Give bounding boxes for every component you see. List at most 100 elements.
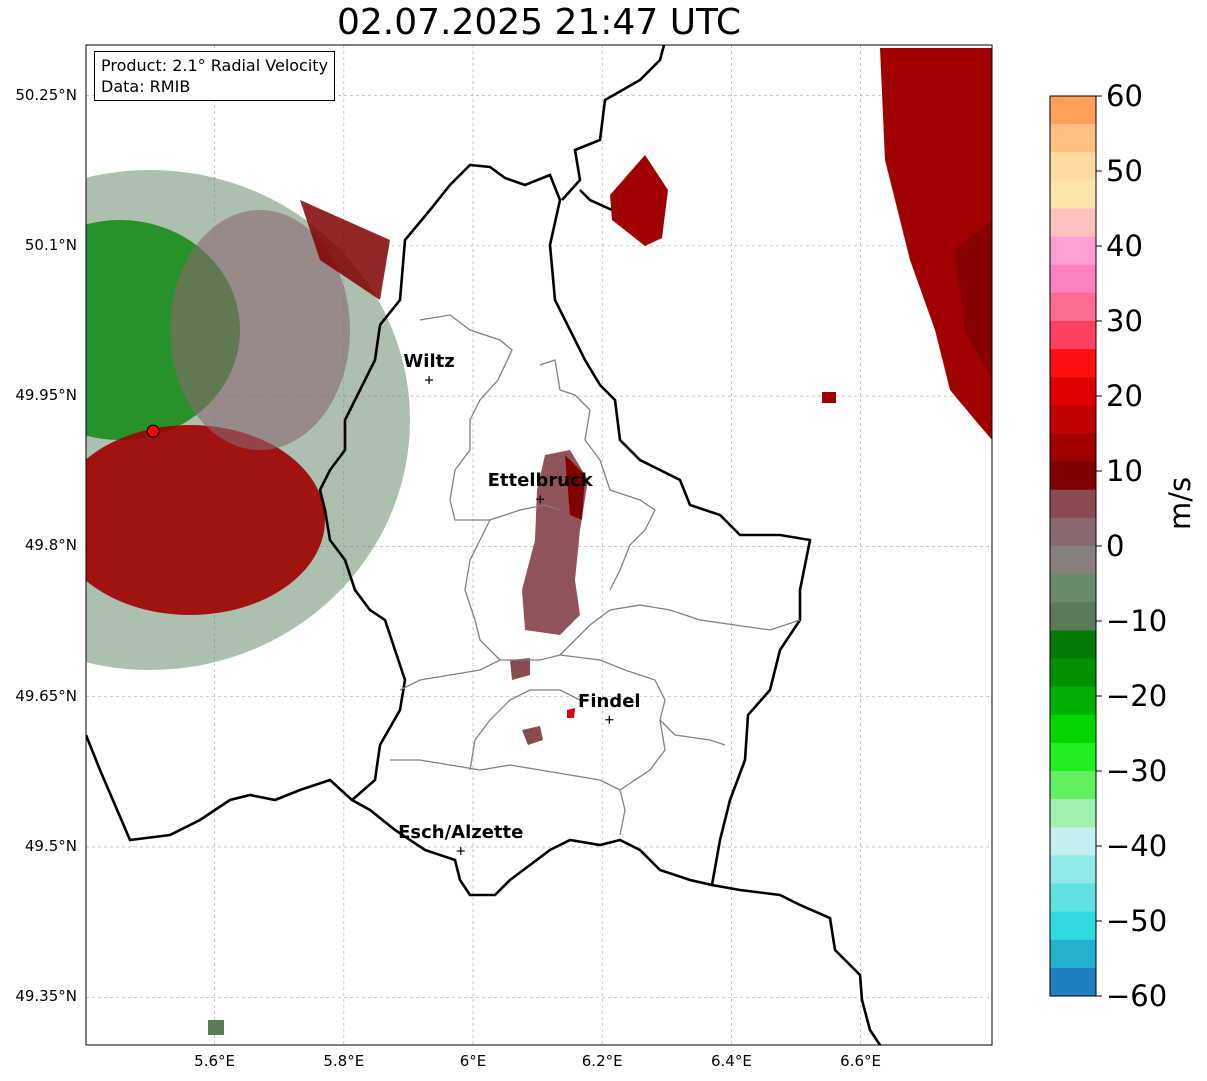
lat-tick-label: 49.8°N [24,536,77,555]
city-label: Findel [578,690,641,712]
echo-east-band [880,48,992,440]
country-border-de-north [561,45,666,201]
colorbar-tick-label: −40 [1106,829,1168,863]
lat-tick-label: 50.1°N [24,235,77,254]
colorbar-segment [1050,771,1096,800]
city-marker [605,715,614,724]
echo-east-spot [822,392,836,403]
colorbar-segment [1050,602,1096,631]
echo-small-cell-3 [567,708,575,718]
colorbar-segment [1050,714,1096,744]
canton-border-8 [619,719,666,791]
colorbar-segment [1050,349,1096,378]
colorbar-tick-label: 50 [1106,154,1143,188]
lon-tick-label: 5.8°E [323,1052,365,1070]
colorbar-segment [1050,208,1096,238]
colorbar-segment [1050,742,1096,772]
lon-tick-label: 6.2°E [581,1052,623,1070]
colorbar-segment [1050,152,1096,181]
colorbar-segment [1050,433,1096,463]
echo-mixed-zone [170,210,350,450]
colorbar-segment [1050,96,1096,125]
product-label: Product: 2.1° Radial Velocity [101,56,329,75]
colorbar-segment [1050,377,1096,406]
colorbar-segment [1050,967,1096,997]
radar-echoes [86,48,992,1035]
colorbar-segment [1050,686,1096,716]
colorbar-tick-label: −30 [1106,754,1168,788]
echo-central-core [565,455,585,520]
echo-small-cell-2 [522,726,543,745]
city-marker [425,376,434,385]
colorbar-segment [1050,264,1096,294]
echo-outbound-zone [86,425,325,615]
colorbar-tick-label: −20 [1106,679,1168,713]
echo-ne-cell [610,155,668,246]
city-markers [425,376,614,856]
colorbar-segment [1050,517,1096,547]
lat-tick-label: 50.25°N [15,85,77,104]
colorbar-tick-label: 30 [1106,304,1143,338]
canton-border-5 [399,659,501,691]
lat-tick-label: 49.35°N [15,987,77,1006]
country-border-north-notch [579,189,613,212]
colorbar-segment [1050,292,1096,322]
colorbar-segment [1050,405,1096,434]
colorbar-unit-label: m/s [1163,476,1197,530]
chart-title: 02.07.2025 21:47 UTC [336,2,742,43]
colorbar-segment [1050,236,1096,266]
lat-tick-label: 49.95°N [15,386,77,405]
city-label: Esch/Alzette [398,822,524,843]
lon-tick-label: 6.6°E [840,1052,882,1070]
lon-tick-label: 6°E [459,1052,487,1070]
colorbar-tick-label: 20 [1106,379,1143,413]
lat-tick-label: 49.5°N [24,837,77,855]
colorbar-segment [1050,574,1096,603]
echo-north-cell [300,200,390,300]
colorbar-segment [1050,630,1096,659]
city-marker [536,495,545,504]
echo-east-band-core [955,220,992,380]
colorbar-segment [1050,855,1096,884]
echo-south-spot [208,1020,224,1035]
colorbar-segment [1050,461,1096,491]
city-marker [456,847,465,856]
boundaries [86,45,882,1045]
colorbar-tick-label: 60 [1106,79,1143,113]
colorbar-tick-label: 10 [1106,454,1143,488]
product-info-box: Product: 2.1° Radial Velocity Data: RMIB [94,51,336,101]
city-label: Wiltz [403,351,455,373]
colorbar-tick-label: −50 [1106,904,1168,938]
radar-site-marker [146,424,160,438]
echo-small-cell-1 [510,658,530,680]
colorbar-segment [1050,939,1096,969]
canton-border-2 [539,359,656,591]
lon-tick-label: 6.4°E [710,1052,752,1070]
colorbar [1049,95,1102,997]
colorbar-segment [1050,321,1096,350]
country-border-south-east [711,883,882,1045]
colorbar-segment [1050,546,1096,575]
country-border-west [86,163,812,897]
colorbar-segment [1050,658,1096,688]
colorbar-tick-label: 0 [1106,529,1125,563]
canton-border-1 [419,314,561,521]
colorbar-segment [1050,124,1096,153]
colorbar-segment [1050,180,1096,209]
map-frame [85,44,993,1046]
colorbar-tick-label: −60 [1106,979,1168,1013]
data-source-label: Data: RMIB [101,77,191,96]
colorbar-segment [1050,489,1096,519]
country-border-be [318,420,407,801]
canton-border-6 [390,759,626,836]
lat-tick-label: 49.65°N [15,686,77,705]
city-label: Ettelbruck [487,470,593,492]
canton-border-3 [464,519,726,746]
colorbar-tick-label: 40 [1106,229,1143,263]
canton-border-7 [469,689,581,771]
colorbar-segment [1050,799,1096,828]
colorbar-segment [1050,827,1096,856]
canton-border-4 [559,604,801,656]
colorbar-segment [1050,883,1096,913]
